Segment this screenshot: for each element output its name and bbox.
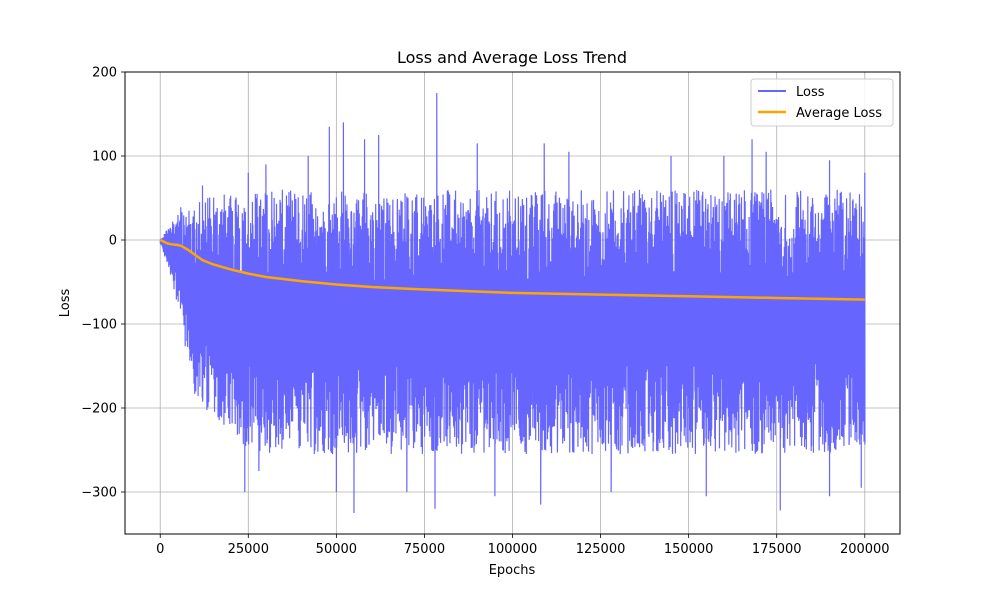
y-tick-label: 100	[92, 150, 117, 165]
x-tick-label: 75000	[404, 542, 445, 557]
chart-title: Loss and Average Loss Trend	[397, 48, 627, 67]
y-axis-title: Loss	[58, 289, 73, 318]
series-line-loss	[159, 92, 866, 514]
legend: Loss Average Loss	[750, 78, 894, 127]
legend-box	[750, 78, 894, 127]
x-tick-label: 100000	[488, 542, 538, 557]
y-tick-label: −200	[81, 402, 117, 417]
y-tick-label: 200	[92, 66, 117, 81]
series-layer	[159, 92, 866, 514]
x-tick-label: 0	[156, 542, 164, 557]
series-line-average-loss	[159, 238, 865, 301]
x-tick-label: 200000	[840, 542, 890, 557]
y-tick-label: 0	[109, 234, 117, 249]
legend-label-average-loss: Average Loss	[796, 106, 882, 121]
y-tick-label: −100	[81, 318, 117, 333]
y-tick-label: −300	[81, 486, 117, 501]
x-tick-label: 175000	[752, 542, 802, 557]
x-tick-label: 125000	[576, 542, 626, 557]
axis-ticks: 0 25000 50000 75000 100000 125000 150000 175000…	[81, 66, 889, 558]
x-tick-label: 150000	[664, 542, 714, 557]
x-tick-label: 25000	[228, 542, 269, 557]
legend-label-loss: Loss	[796, 85, 825, 100]
x-axis-title: Epochs	[489, 563, 536, 578]
x-tick-label: 50000	[316, 542, 357, 557]
